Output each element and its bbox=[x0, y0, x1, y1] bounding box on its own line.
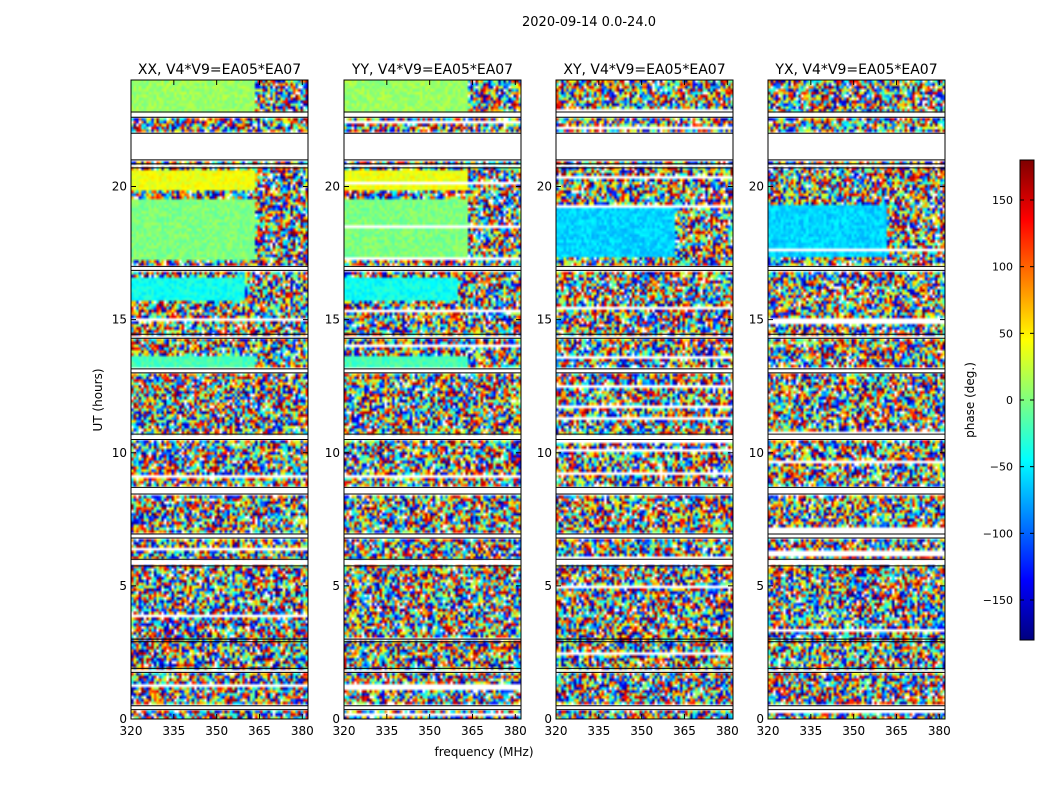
x-tick-label: 365 bbox=[885, 724, 908, 738]
x-tick-label: 350 bbox=[205, 724, 228, 738]
y-tick-label: 0 bbox=[544, 712, 552, 726]
panel-frame bbox=[130, 79, 309, 720]
x-tick-label: 320 bbox=[545, 724, 568, 738]
phase-waterfall bbox=[131, 80, 308, 719]
y-tick-label: 10 bbox=[112, 446, 127, 460]
phase-waterfall bbox=[768, 80, 945, 719]
y-tick-label: 20 bbox=[537, 180, 552, 194]
y-tick-label: 15 bbox=[325, 313, 340, 327]
panels: XX, V4*V9=EA05*EA07 320 335 350 365 380 0 5 10 15… bbox=[112, 62, 951, 738]
y-tick-label: 0 bbox=[119, 712, 127, 726]
colorbar-tick-label: −100 bbox=[983, 527, 1013, 540]
y-tick-label: 20 bbox=[325, 180, 340, 194]
x-tick-label: 365 bbox=[248, 724, 271, 738]
x-tick-label: 350 bbox=[630, 724, 653, 738]
x-tick-label: 320 bbox=[120, 724, 143, 738]
panel-xx: XX, V4*V9=EA05*EA07 320 335 350 365 380 0 5 10 15… bbox=[112, 62, 314, 738]
colorbar-tick-label: −50 bbox=[990, 461, 1013, 474]
panel-title: XX, V4*V9=EA05*EA07 bbox=[138, 62, 301, 78]
x-tick-label: 380 bbox=[928, 724, 951, 738]
y-tick-label: 5 bbox=[119, 579, 127, 593]
y-tick-label: 10 bbox=[325, 446, 340, 460]
x-tick-label: 335 bbox=[799, 724, 822, 738]
panel-frame bbox=[767, 79, 946, 720]
panel-frame bbox=[555, 79, 734, 720]
x-tick-label: 350 bbox=[418, 724, 441, 738]
colorbar: 150 100 50 0 −50 −100 −150 phase (deg.) bbox=[963, 159, 1035, 641]
panel-title: XY, V4*V9=EA05*EA07 bbox=[563, 62, 725, 78]
colorbar-tick-label: 50 bbox=[999, 327, 1013, 340]
x-tick-label: 320 bbox=[757, 724, 780, 738]
y-tick-label: 20 bbox=[749, 180, 764, 194]
y-tick-label: 5 bbox=[332, 579, 340, 593]
y-tick-label: 5 bbox=[756, 579, 764, 593]
panel-yx: YX, V4*V9=EA05*EA07 320 335 350 365 380 0 5 10 15… bbox=[749, 62, 951, 738]
y-tick-label: 5 bbox=[544, 579, 552, 593]
x-tick-label: 380 bbox=[716, 724, 739, 738]
x-tick-label: 335 bbox=[162, 724, 185, 738]
x-tick-label: 335 bbox=[587, 724, 610, 738]
panel-frame bbox=[343, 79, 522, 720]
y-tick-label: 15 bbox=[112, 313, 127, 327]
colorbar-tick-label: 0 bbox=[1006, 394, 1013, 407]
x-axis-label: frequency (MHz) bbox=[434, 745, 533, 759]
y-tick-label: 10 bbox=[537, 446, 552, 460]
x-tick-label: 380 bbox=[504, 724, 527, 738]
x-tick-label: 335 bbox=[375, 724, 398, 738]
colorbar-tick-label: 150 bbox=[992, 194, 1013, 207]
y-tick-label: 0 bbox=[756, 712, 764, 726]
panel-yy: YY, V4*V9=EA05*EA07 320 335 350 365 380 0 5 10 15… bbox=[325, 62, 527, 738]
colorbar-tick-label: −150 bbox=[983, 594, 1013, 607]
y-tick-label: 0 bbox=[332, 712, 340, 726]
figure-title: 2020-09-14 0.0-24.0 bbox=[522, 15, 656, 30]
y-tick-label: 10 bbox=[749, 446, 764, 460]
y-axis-label: UT (hours) bbox=[91, 368, 105, 431]
y-tick-label: 15 bbox=[537, 313, 552, 327]
panel-xy: XY, V4*V9=EA05*EA07 320 335 350 365 380 0 5 10 15… bbox=[537, 62, 739, 738]
y-tick-label: 20 bbox=[112, 180, 127, 194]
phase-waterfall bbox=[556, 80, 733, 719]
colorbar-ticks: 150 100 50 0 −50 −100 −150 bbox=[983, 194, 1034, 607]
colorbar-tick-label: 100 bbox=[992, 261, 1013, 274]
x-tick-label: 320 bbox=[333, 724, 356, 738]
x-tick-label: 380 bbox=[291, 724, 314, 738]
y-tick-label: 15 bbox=[749, 313, 764, 327]
panel-title: YX, V4*V9=EA05*EA07 bbox=[774, 62, 937, 78]
x-tick-label: 350 bbox=[842, 724, 865, 738]
x-tick-label: 365 bbox=[673, 724, 696, 738]
colorbar-label: phase (deg.) bbox=[963, 362, 977, 438]
phase-waterfall bbox=[344, 80, 521, 719]
panel-title: YY, V4*V9=EA05*EA07 bbox=[351, 62, 513, 78]
x-tick-label: 365 bbox=[461, 724, 484, 738]
